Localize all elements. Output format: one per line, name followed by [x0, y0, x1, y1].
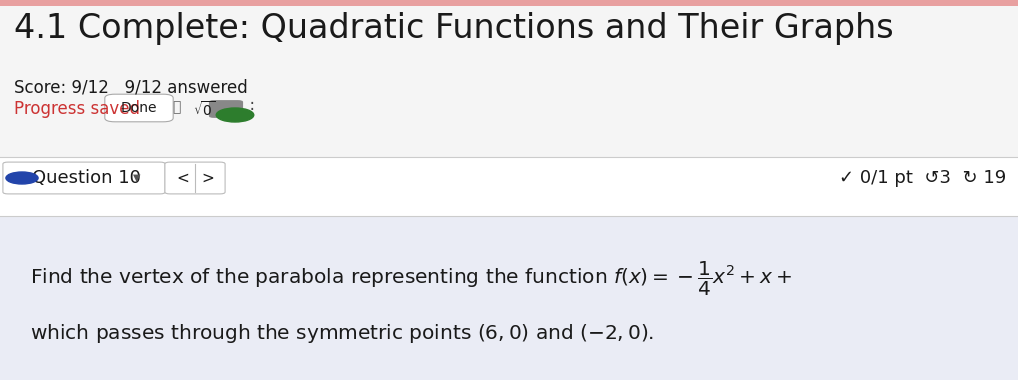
- Bar: [0, 6, 1018, 157]
- Text: Score: 9/12   9/12 answered: Score: 9/12 9/12 answered: [14, 78, 247, 96]
- Circle shape: [216, 108, 253, 122]
- Text: Question 10: Question 10: [32, 169, 140, 187]
- FancyBboxPatch shape: [3, 162, 165, 194]
- Text: <: <: [176, 171, 189, 185]
- Text: Progress saved: Progress saved: [14, 100, 140, 118]
- Text: ▼: ▼: [133, 173, 140, 183]
- FancyBboxPatch shape: [165, 162, 225, 194]
- Text: 🖨: 🖨: [172, 100, 180, 114]
- Text: 4.1 Complete: Quadratic Functions and Their Graphs: 4.1 Complete: Quadratic Functions and Th…: [14, 12, 894, 45]
- Text: ✓ 0/1 pt  ↺3  ↻ 19: ✓ 0/1 pt ↺3 ↻ 19: [839, 169, 1006, 187]
- Text: which passes through the symmetric points $(6, 0)$ and $( - 2, 0)$.: which passes through the symmetric point…: [30, 322, 655, 345]
- Bar: [0, 216, 1018, 380]
- Text: $\sqrt{0}$: $\sqrt{0}$: [193, 100, 215, 119]
- Circle shape: [6, 172, 38, 184]
- Text: Find the vertex of the parabola representing the function $f(x) = -\dfrac{1}{4}x: Find the vertex of the parabola represen…: [30, 260, 792, 298]
- Text: ⋮: ⋮: [244, 100, 261, 118]
- FancyBboxPatch shape: [209, 100, 243, 118]
- Bar: [0, 157, 1018, 216]
- FancyBboxPatch shape: [105, 94, 173, 122]
- Bar: [0, 0, 1018, 6]
- Text: >: >: [202, 171, 214, 185]
- Text: Done: Done: [121, 101, 157, 115]
